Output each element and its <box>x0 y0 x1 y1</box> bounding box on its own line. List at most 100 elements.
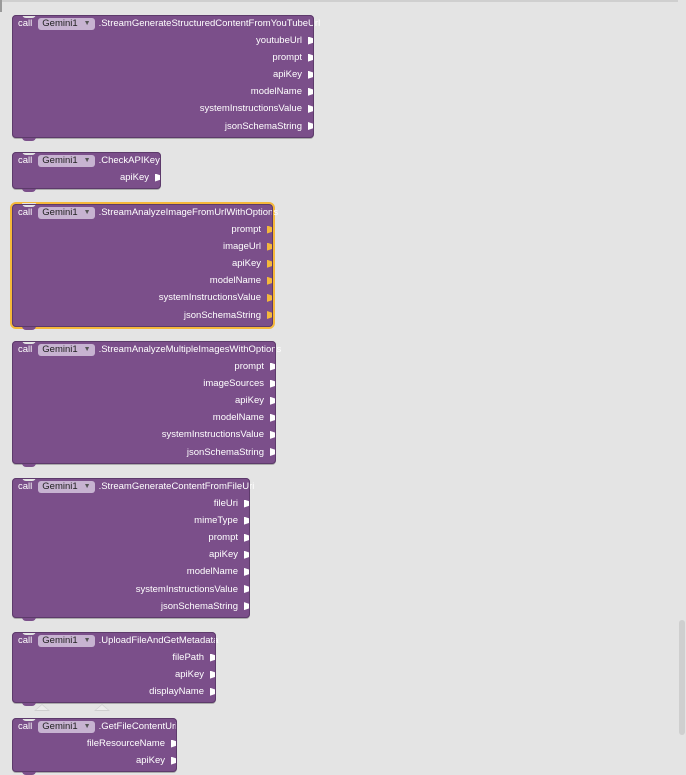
call-block[interactable]: call Gemini1 ▼ .StreamGenerateStructuredCon… <box>12 14 320 141</box>
param-label: systemInstructionsValue <box>199 103 302 115</box>
block-header: call Gemini1 ▼ .UploadFileAndGetMetadata <box>12 632 219 649</box>
input-socket[interactable] <box>244 499 250 508</box>
call-keyword: call <box>18 18 33 29</box>
next-connector <box>22 771 36 775</box>
call-keyword: call <box>18 155 33 166</box>
input-socket[interactable] <box>244 516 250 525</box>
previous-connector <box>22 203 36 207</box>
component-dropdown[interactable]: Gemini1 ▼ <box>38 720 95 733</box>
input-socket[interactable] <box>308 36 314 45</box>
component-name: Gemini1 <box>42 18 78 29</box>
param-label: systemInstructionsValue <box>161 429 264 441</box>
component-dropdown[interactable]: Gemini1 ▼ <box>38 343 95 356</box>
method-name: .GetFileContentUri <box>98 721 178 732</box>
input-socket[interactable] <box>244 550 250 559</box>
call-block[interactable]: call Gemini1 ▼ .GetFileContentUri fileResour… <box>12 717 177 775</box>
input-socket[interactable] <box>270 413 276 422</box>
component-name: Gemini1 <box>42 635 78 646</box>
call-keyword: call <box>18 635 33 646</box>
input-socket[interactable] <box>308 122 314 130</box>
method-name: .StreamGenerateStructuredContentFromYouT… <box>98 18 321 29</box>
param-label: imageSources <box>203 378 264 390</box>
method-name: .UploadFileAndGetMetadata <box>98 635 219 646</box>
call-block[interactable]: call Gemini1 ▼ .StreamGenerateContentFromFi… <box>12 477 254 621</box>
param-label: systemInstructionsValue <box>135 583 238 595</box>
input-socket[interactable] <box>308 104 314 113</box>
component-dropdown[interactable]: Gemini1 ▼ <box>38 480 95 493</box>
next-connector <box>22 188 36 193</box>
block-header: call Gemini1 ▼ .StreamAnalyzeMultipleImages… <box>12 341 281 358</box>
input-socket[interactable] <box>210 653 216 662</box>
input-socket[interactable] <box>270 379 276 388</box>
input-socket[interactable] <box>244 585 250 593</box>
param-label: modelName <box>250 86 302 98</box>
call-block[interactable]: call Gemini1 ▼ .UploadFileAndGetMetadata fil… <box>12 631 219 707</box>
input-socket[interactable] <box>210 687 216 696</box>
param-label: prompt <box>272 52 302 64</box>
input-socket[interactable] <box>155 173 161 182</box>
input-socket[interactable] <box>270 362 276 371</box>
input-socket[interactable] <box>308 70 314 79</box>
param-label: apiKey <box>119 172 149 183</box>
component-dropdown[interactable]: Gemini1 ▼ <box>38 634 95 647</box>
method-name: .StreamAnalyzeMultipleImagesWithOptions <box>98 344 282 355</box>
component-name: Gemini1 <box>42 344 78 355</box>
call-keyword: call <box>18 344 33 355</box>
component-dropdown[interactable]: Gemini1 ▼ <box>38 206 95 219</box>
input-socket[interactable] <box>267 311 273 319</box>
workspace-top-edge <box>0 0 686 2</box>
vertical-scrollbar[interactable] <box>678 0 686 770</box>
next-connector <box>22 325 36 330</box>
component-name: Gemini1 <box>42 721 78 732</box>
component-dropdown[interactable]: Gemini1 ▼ <box>38 154 95 167</box>
input-socket[interactable] <box>171 739 177 748</box>
param-label: jsonSchemaString <box>183 309 261 321</box>
component-name: Gemini1 <box>42 481 78 492</box>
param-label: modelName <box>209 275 261 287</box>
input-socket[interactable] <box>267 293 273 302</box>
param-label: filePath <box>172 652 204 663</box>
input-socket[interactable] <box>210 670 216 679</box>
input-socket[interactable] <box>244 533 250 542</box>
input-socket[interactable] <box>267 225 273 234</box>
dropdown-arrow-icon: ▼ <box>83 637 91 644</box>
input-socket[interactable] <box>244 567 250 576</box>
input-socket[interactable] <box>267 242 273 251</box>
block-header: call Gemini1 ▼ .StreamAnalyzeImageFromUrlWi… <box>12 204 278 221</box>
input-socket[interactable] <box>267 259 273 268</box>
input-socket[interactable] <box>308 87 314 96</box>
scrollbar-thumb[interactable] <box>679 620 685 735</box>
call-block[interactable]: call Gemini1 ▼ .CheckAPIKey apiKey <box>12 151 161 193</box>
input-socket[interactable] <box>270 430 276 439</box>
param-label: prompt <box>234 361 264 372</box>
previous-connector <box>22 477 36 481</box>
previous-connector <box>22 14 36 18</box>
input-socket[interactable] <box>270 396 276 405</box>
call-keyword: call <box>18 207 33 218</box>
param-label: apiKey <box>208 549 238 561</box>
input-socket[interactable] <box>244 602 250 611</box>
block-header: call Gemini1 ▼ .GetFileContentUri <box>12 718 177 735</box>
input-socket[interactable] <box>267 276 273 285</box>
input-socket[interactable] <box>308 53 314 62</box>
collapsed-triangle-icon[interactable] <box>34 704 50 711</box>
dropdown-arrow-icon: ▼ <box>83 157 91 164</box>
param-label: youtubeUrl <box>256 35 302 46</box>
param-label: imageUrl <box>222 241 261 253</box>
component-dropdown[interactable]: Gemini1 ▼ <box>38 17 95 30</box>
param-label: prompt <box>231 224 261 235</box>
dropdown-arrow-icon: ▼ <box>83 209 91 216</box>
param-label: prompt <box>208 532 238 544</box>
input-socket[interactable] <box>270 448 276 456</box>
block-header: call Gemini1 ▼ .StreamGenerateContentFromFi… <box>12 478 254 495</box>
dropdown-arrow-icon: ▼ <box>83 723 91 730</box>
call-block[interactable]: call Gemini1 ▼ .StreamAnalyzeMultipleImages… <box>12 340 281 467</box>
param-label: apiKey <box>174 669 204 681</box>
call-block[interactable]: call Gemini1 ▼ .StreamAnalyzeImageFromUrlWi… <box>10 202 278 330</box>
dropdown-arrow-icon: ▼ <box>83 20 91 27</box>
block-header: call Gemini1 ▼ .CheckAPIKey <box>12 152 161 169</box>
input-socket[interactable] <box>171 756 177 765</box>
param-label: systemInstructionsValue <box>158 292 261 304</box>
collapsed-triangle-icon[interactable] <box>94 704 110 711</box>
